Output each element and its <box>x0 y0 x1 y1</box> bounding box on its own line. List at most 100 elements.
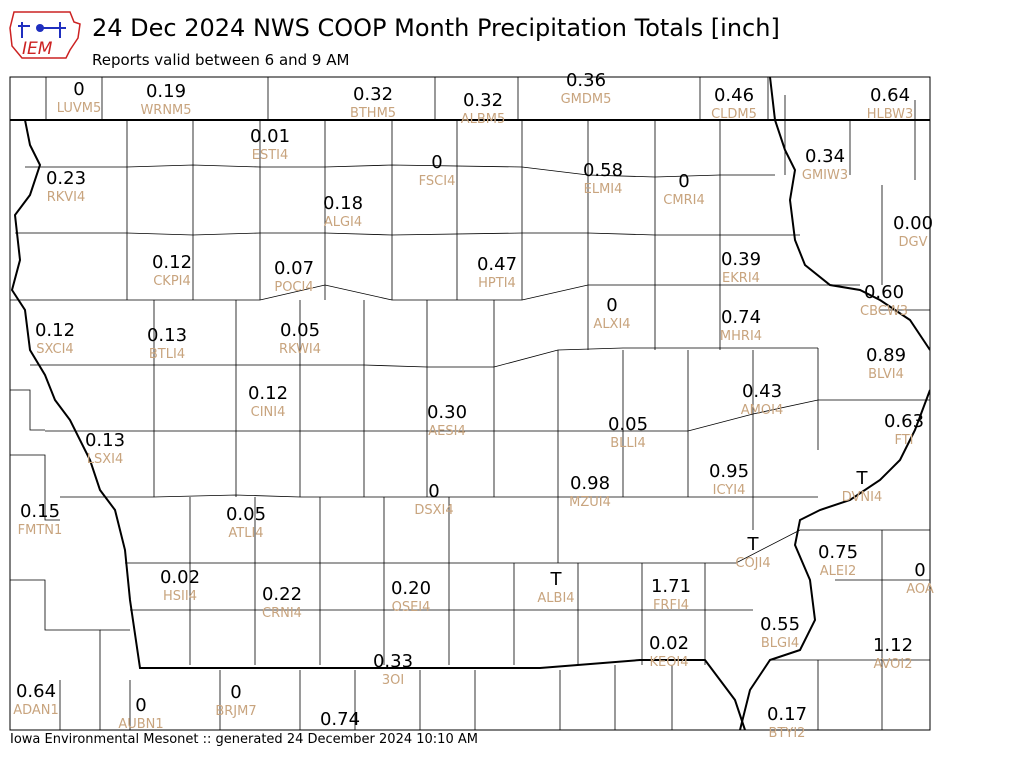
station-id: ATLI4 <box>228 526 263 541</box>
precip-value: 0.22 <box>262 584 302 605</box>
precip-value: 0.89 <box>866 345 906 366</box>
station-id: HLBW3 <box>867 107 914 122</box>
station-id: ESTI4 <box>252 148 289 163</box>
precip-value: 0.64 <box>870 85 910 106</box>
precip-value: 0.15 <box>20 501 60 522</box>
page-title: 24 Dec 2024 NWS COOP Month Precipitation… <box>92 14 780 42</box>
station-labels: 0LUVM50.19WRNM50.32BTHM50.32ALBM50.36GMD… <box>13 70 934 741</box>
station-id: FRFI4 <box>653 598 689 613</box>
station-id: GMIW3 <box>802 168 848 183</box>
station-id: LSXI4 <box>87 452 124 467</box>
precip-value: T <box>550 569 563 590</box>
station-id: CBCW3 <box>860 304 908 319</box>
station-id: AUBN1 <box>118 717 163 732</box>
station-id: CRNI4 <box>262 606 302 621</box>
precip-value: 0.12 <box>35 320 75 341</box>
station-id: 3OI <box>382 673 404 688</box>
precip-value: 0 <box>135 695 146 716</box>
station-id: FTI <box>894 433 913 448</box>
precip-value: 0 <box>606 295 617 316</box>
station-marker: 0.74 <box>320 709 360 730</box>
station-id: SXCI4 <box>36 342 73 357</box>
station-id: CMRI4 <box>663 193 704 208</box>
precip-value: 0.00 <box>893 213 933 234</box>
station-id: BLVI4 <box>868 367 904 382</box>
precip-value: 0.07 <box>274 258 314 279</box>
precip-value: T <box>747 534 760 555</box>
page-subtitle: Reports valid between 6 and 9 AM <box>92 51 350 69</box>
station-id: ALBI4 <box>537 591 574 606</box>
precip-value: 0.12 <box>152 252 192 273</box>
station-id: ALEI2 <box>820 564 856 579</box>
precip-value: 0.13 <box>147 325 187 346</box>
precip-value: 0.18 <box>323 193 363 214</box>
precip-value: 0.63 <box>884 411 924 432</box>
precip-value: 0.13 <box>85 430 125 451</box>
station-id: GMDM5 <box>561 92 612 107</box>
map-frame <box>9 76 931 731</box>
station-id: CLDM5 <box>711 107 757 122</box>
station-id: AVOI2 <box>873 657 912 672</box>
precip-value: 0.46 <box>714 85 754 106</box>
precip-value: 0.02 <box>160 567 200 588</box>
station-id: AMOI4 <box>741 403 783 418</box>
precip-value: 0 <box>230 682 241 703</box>
station-id: CKPI4 <box>153 274 191 289</box>
precip-value: 0.55 <box>760 614 800 635</box>
precip-value: 0.17 <box>767 704 807 725</box>
footer-credit: Iowa Environmental Mesonet :: generated … <box>10 732 478 747</box>
precip-value: 0 <box>914 560 925 581</box>
precip-value: 0.74 <box>320 709 360 730</box>
precip-value: 0.95 <box>709 461 749 482</box>
station-id: BTLI4 <box>149 347 185 362</box>
station-id: HSII4 <box>163 589 197 604</box>
station-id: RKWI4 <box>279 342 321 357</box>
station-id: KEOI4 <box>649 655 688 670</box>
precip-value: 0 <box>428 481 439 502</box>
station-id: EKRI4 <box>722 271 760 286</box>
station-id: ELMI4 <box>584 182 623 197</box>
logo-text: IEM <box>22 39 53 59</box>
precip-value: 0.32 <box>353 84 393 105</box>
station-id: ADAN1 <box>13 703 59 718</box>
precip-value: 0.01 <box>250 126 290 147</box>
station-id: FMTN1 <box>18 523 63 538</box>
station-id: HPTI4 <box>478 276 516 291</box>
station-id: DVNI4 <box>842 490 883 505</box>
station-id: CINI4 <box>251 405 286 420</box>
precip-value: 0.34 <box>805 146 845 167</box>
station-id: BLLI4 <box>610 436 646 451</box>
precip-value: 0.30 <box>427 402 467 423</box>
precip-value: 0.74 <box>721 307 761 328</box>
precip-value: 0.19 <box>146 81 186 102</box>
